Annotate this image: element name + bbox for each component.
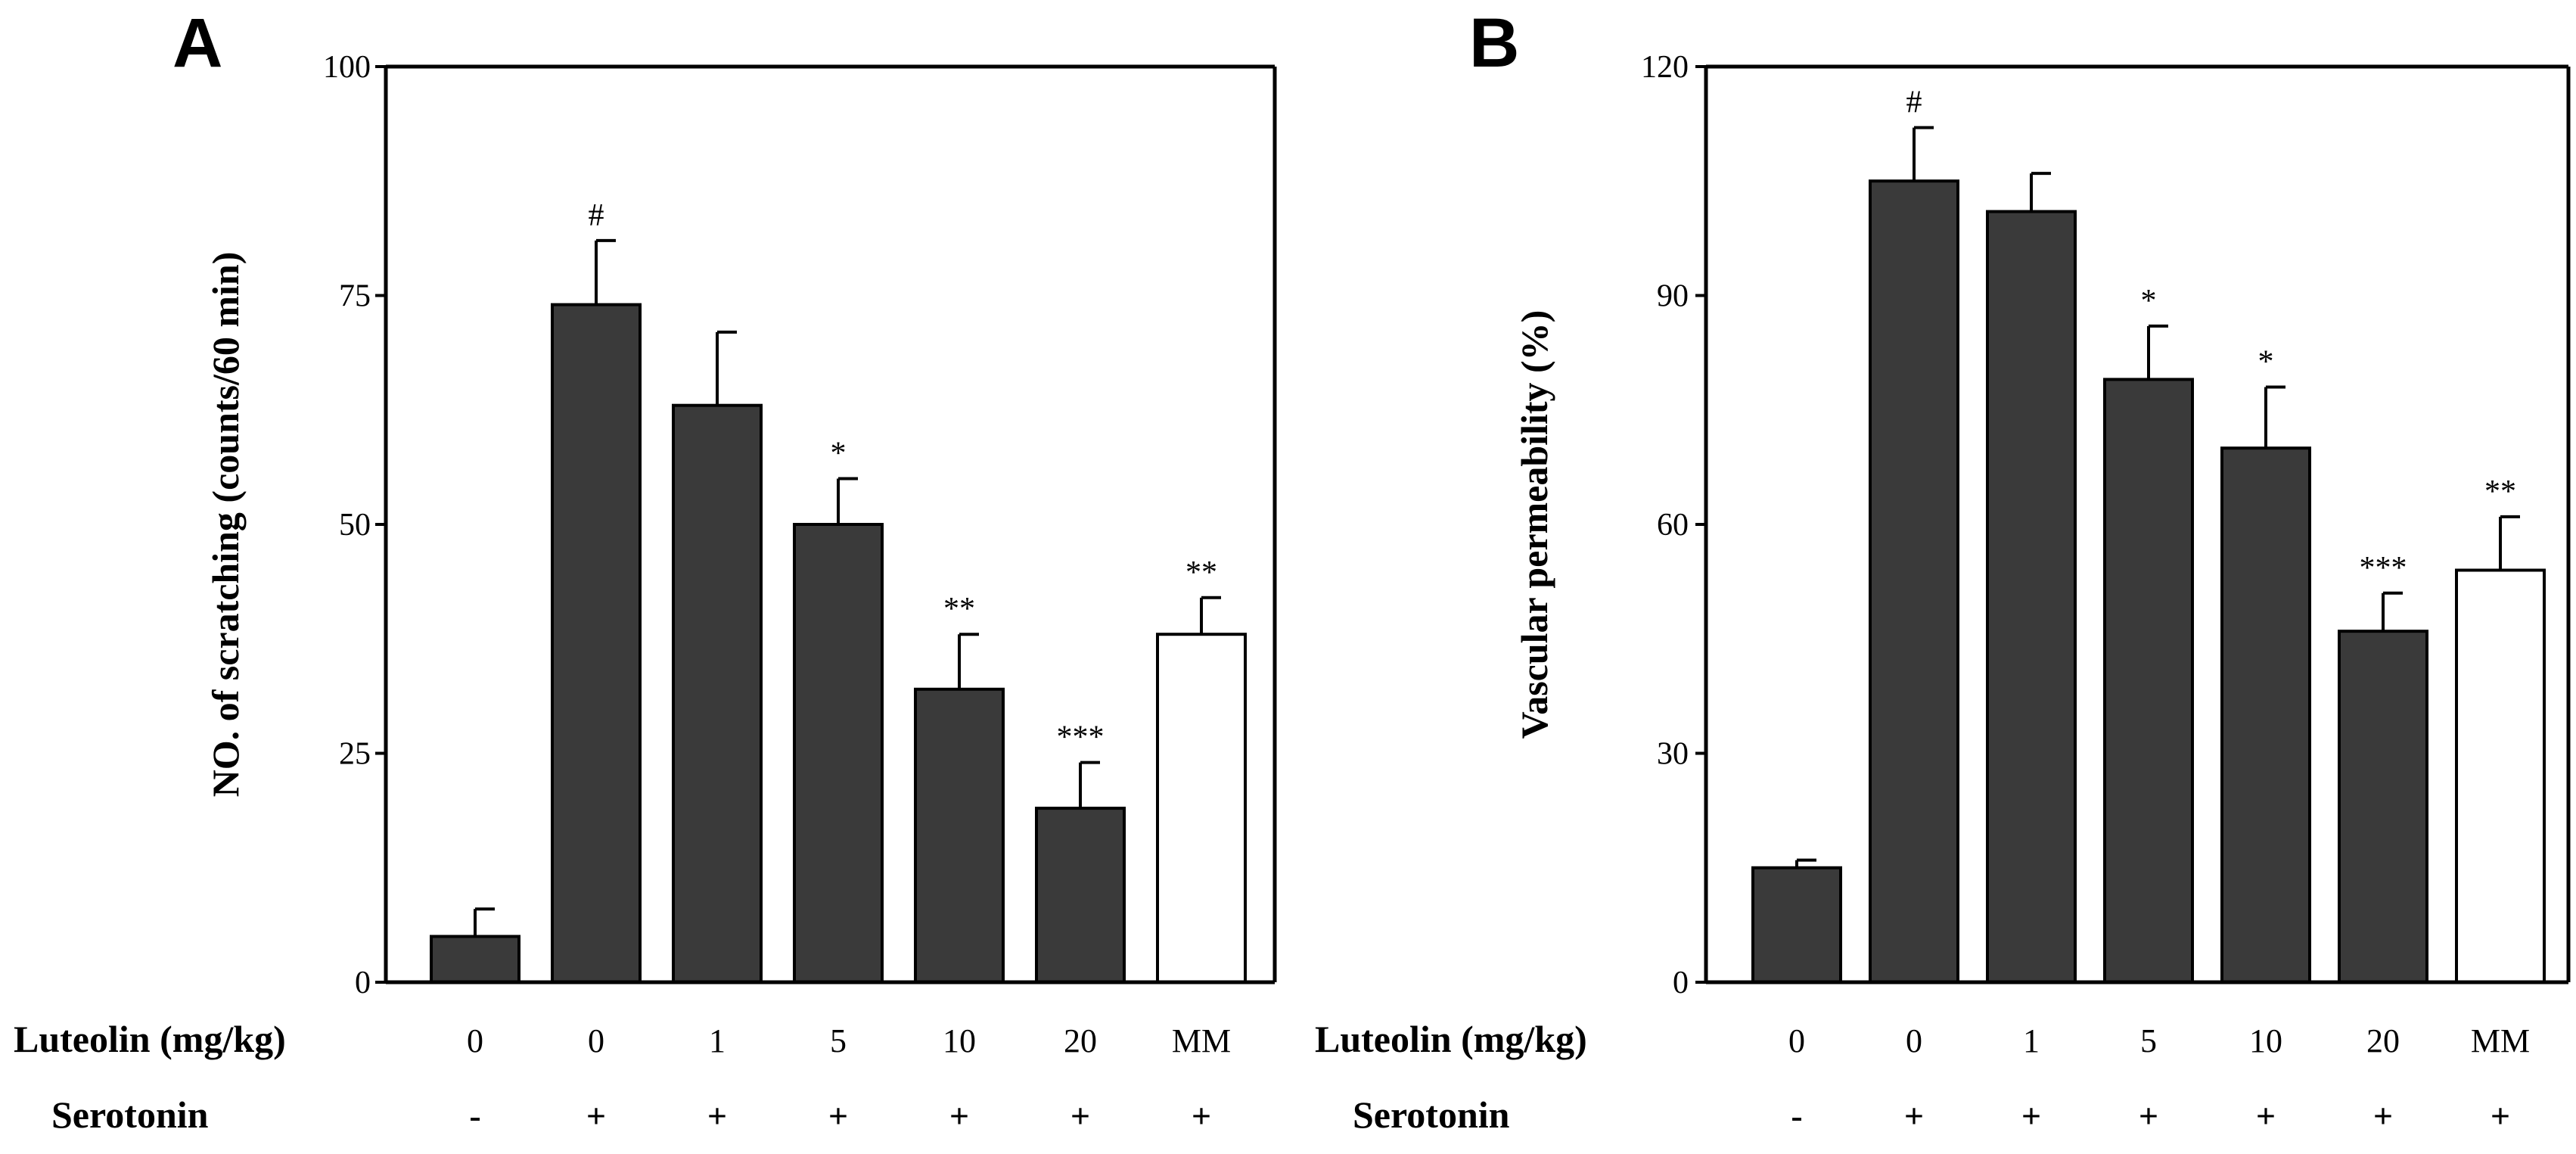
panel-b-serotonin-mark-5: +: [2256, 1096, 2276, 1135]
panel-a-significance-4: *: [831, 437, 847, 471]
panel-b-bar-3: [1986, 210, 2077, 984]
panel-a-significance-7: **: [1185, 555, 1217, 590]
panel-b-serotonin-mark-7: +: [2491, 1096, 2510, 1135]
panel-a-significance-5: **: [943, 592, 975, 627]
panel-b-bar-4: [2103, 378, 2194, 984]
panel-a-serotonin-mark-6: +: [1070, 1096, 1090, 1135]
panel-a-luteolin-dose-1: 0: [467, 1022, 483, 1059]
panel-b-y-tick-label: 60: [1657, 508, 1689, 543]
panel-a-bar-2: [551, 303, 642, 984]
panel-b-serotonin-mark-6: +: [2373, 1096, 2393, 1135]
panel-b-significance-4: *: [2141, 284, 2157, 319]
panel-b-luteolin-dose-2: 0: [1906, 1022, 1922, 1059]
panel-a-serotonin-mark-2: +: [586, 1096, 606, 1135]
panel-a-y-tick-label: 50: [339, 508, 371, 543]
panel-a-luteolin-dose-2: 0: [588, 1022, 604, 1059]
panel-b-serotonin-mark-4: +: [2139, 1096, 2158, 1135]
panel-a-significance-6: ***: [1057, 720, 1105, 755]
panel-b-luteolin-dose-7: MM: [2471, 1022, 2530, 1059]
panel-b-y-axis-title: Vascular permeability (%): [1513, 310, 1555, 739]
panel-b-y-tick-label: 120: [1641, 50, 1689, 85]
panel-b-bar-1: [1751, 866, 1842, 984]
panel-b-luteolin-dose-1: 0: [1788, 1022, 1805, 1059]
panel-b-bar-5: [2220, 446, 2311, 984]
panel-b-y-tick-label: 30: [1657, 737, 1689, 772]
panel-a-y-tick-label: 75: [339, 279, 371, 314]
panel-a-luteolin-dose-4: 5: [830, 1022, 847, 1059]
panel-a-y-tick-label: 0: [355, 966, 371, 1000]
panel-a-bar-4: [793, 523, 884, 984]
panel-a-bar-5: [914, 687, 1005, 984]
panel-a-serotonin-mark-5: +: [949, 1096, 969, 1135]
panel-a-serotonin-mark-1: -: [469, 1096, 480, 1135]
panel-b-luteolin-dose-3: 1: [2023, 1022, 2040, 1059]
panel-b-y-tick-label: 0: [1673, 966, 1689, 1000]
panel-a-luteolin-dose-3: 1: [709, 1022, 726, 1059]
panel-a-serotonin-mark-7: +: [1192, 1096, 1211, 1135]
panel-b-significance-6: ***: [2360, 551, 2407, 586]
panel-b-row-label-serotonin: Serotonin: [1353, 1093, 1510, 1136]
panel-a-y-tick-label: 100: [323, 50, 371, 85]
panel-b-luteolin-dose-5: 10: [2249, 1022, 2282, 1059]
panel-b-bar-2: [1869, 179, 1959, 984]
panel-a-bar-7: [1156, 633, 1247, 984]
panel-a-letter: A: [172, 5, 222, 82]
panel-a-row-label-serotonin: Serotonin: [51, 1093, 209, 1136]
panel-b-luteolin-dose-4: 5: [2140, 1022, 2157, 1059]
panel-b-luteolin-dose-6: 20: [2366, 1022, 2400, 1059]
panel-a-bar-3: [672, 403, 763, 984]
panel-a-serotonin-mark-4: +: [828, 1096, 848, 1135]
panel-a-serotonin-mark-3: +: [707, 1096, 727, 1135]
panel-a-y-axis-title: NO. of scratching (counts/60 min): [204, 252, 247, 798]
panel-b-significance-5: *: [2258, 345, 2274, 380]
panel-b-significance-2: #: [1906, 86, 1922, 120]
panel-b-significance-7: **: [2484, 474, 2516, 509]
panel-a-bar-1: [430, 935, 520, 984]
panel-b-y-tick-label: 90: [1657, 279, 1689, 314]
panel-a-y-tick-label: 25: [339, 737, 371, 772]
panel-b-letter: B: [1469, 5, 1519, 82]
panel-b-bar-7: [2455, 568, 2546, 984]
panel-a-luteolin-dose-5: 10: [943, 1022, 976, 1059]
panel-a-luteolin-dose-6: 20: [1064, 1022, 1097, 1059]
panel-b-serotonin-mark-3: +: [2021, 1096, 2041, 1135]
panel-b-serotonin-mark-2: +: [1904, 1096, 1924, 1135]
panel-a-significance-2: #: [589, 198, 604, 233]
panel-b-bar-6: [2338, 630, 2428, 984]
panel-a-luteolin-dose-7: MM: [1172, 1022, 1231, 1059]
panel-a-bar-6: [1035, 807, 1126, 984]
panel-a-row-label-luteolin: Luteolin (mg/kg): [14, 1018, 286, 1060]
panel-b-row-label-luteolin: Luteolin (mg/kg): [1315, 1018, 1587, 1060]
panel-b-serotonin-mark-1: -: [1791, 1096, 1802, 1135]
